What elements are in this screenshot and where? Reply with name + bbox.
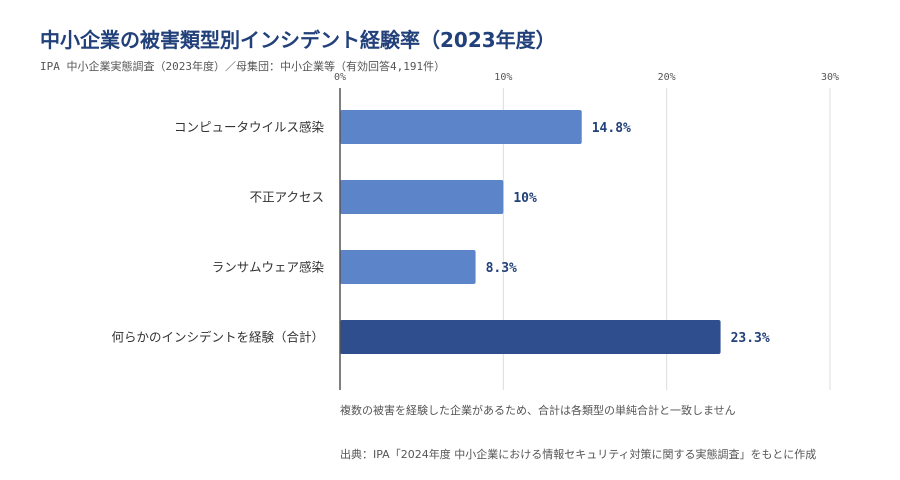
bar-value-label: 8.3% <box>486 261 517 276</box>
chart-source: 出典：IPA「2024年度 中小企業における情報セキュリティ対策に関する実態調査… <box>340 448 817 461</box>
bar <box>340 180 504 214</box>
chart-subtitle: IPA 中小企業実態調査（2023年度）／母集団：中小企業等（有効回答4,191… <box>40 60 446 73</box>
x-axis-ticks: 0% 10% 20% 30% <box>334 72 839 83</box>
bar-value-label: 23.3% <box>731 331 770 346</box>
x-tick-label: 20% <box>658 72 676 83</box>
chart-title: 中小企業の被害類型別インシデント経験率（2023年度） <box>40 28 556 52</box>
category-label: 不正アクセス <box>250 190 324 205</box>
x-tick-label: 30% <box>821 72 839 83</box>
category-label: ランサムウェア感染 <box>212 260 325 275</box>
category-label: コンピュータウイルス感染 <box>174 120 325 135</box>
category-label: 何らかのインシデントを経験（合計） <box>111 330 324 345</box>
category-labels: コンピュータウイルス感染不正アクセスランサムウェア感染何らかのインシデントを経験… <box>111 120 324 345</box>
bar-chart: 0% 10% 20% 30% コンピュータウイルス感染不正アクセスランサムウェア感染何… <box>111 72 839 390</box>
bar <box>340 250 476 284</box>
value-labels: 14.8% 10% 8.3% 23.3% <box>486 121 770 346</box>
x-tick-label: 10% <box>494 72 512 83</box>
chart-note: 複数の被害を経験した企業があるため、合計は各類型の単純合計と一致しません <box>340 404 736 417</box>
bar-value-label: 14.8% <box>592 121 631 136</box>
x-tick-label: 0% <box>334 72 346 83</box>
bar <box>340 110 582 144</box>
bar <box>340 320 721 354</box>
bar-value-label: 10% <box>513 191 537 206</box>
bars <box>340 110 721 354</box>
